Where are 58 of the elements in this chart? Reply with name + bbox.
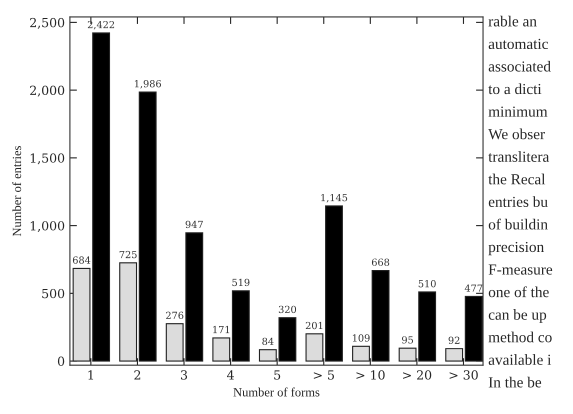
text: entries bu [488,196,548,207]
x-tick-label: 3 [180,370,188,380]
data-label: 2,422 [88,20,114,30]
data-label: 109 [352,334,370,342]
text: precision [488,242,544,256]
x-tick-label: 5 [274,370,280,380]
text: translitera [488,151,550,162]
y-tick-label: 1,500 [30,153,64,164]
data-label: 92 [448,336,460,344]
data-label: 201 [306,322,322,330]
data-label: 171 [213,326,230,334]
text: automatic [488,38,548,50]
x-tick-label: > 10 [356,370,385,380]
text: available i [488,354,552,365]
y-tick-label: 0 [58,356,64,366]
data-label: 477 [464,284,482,292]
bar [232,290,250,362]
text: one of the [488,286,549,298]
bar [464,296,483,362]
y-tick-label: 2,000 [30,86,64,97]
text: can be up [488,309,546,323]
data-label: 84 [262,338,274,346]
data-label: 276 [166,312,184,320]
text: to a dicti [488,83,542,94]
x-axis-title: Number of forms [233,388,320,396]
data-label: 320 [278,306,296,314]
x-tick-label: > 30 [450,370,478,380]
text: We obser [488,128,545,140]
text: rable an [488,16,537,26]
x-tick-label: 4 [227,370,234,380]
text: of buildin [488,218,548,230]
text: In the be [488,376,542,388]
text: the Recal [488,174,546,184]
x-tick-label: > 5 [314,370,334,380]
x-tick-label: > 20 [403,370,432,380]
y-axis-title: Number of entries [12,146,22,236]
bar [166,323,184,362]
y-tick-label: 2,500 [30,18,64,29]
data-label: 510 [418,280,436,288]
x-tick-label: 1 [88,370,94,380]
data-label: 947 [186,220,203,228]
y-tick-label: 500 [42,288,64,298]
text: F-measure [488,264,552,275]
text: minimum [488,106,548,117]
y-tick-label: 1,000 [30,221,64,232]
data-label: 725 [120,250,137,258]
data-label: 684 [72,256,90,264]
bar [185,232,204,362]
text: method co [488,332,552,342]
bar [212,337,230,362]
data-label: 519 [232,278,250,286]
bar [445,348,464,362]
data-label: 1,145 [321,194,348,202]
x-tick-label: 2 [134,370,140,380]
data-label: 95 [402,336,414,344]
text: associated [488,60,551,72]
data-label: 668 [372,258,390,266]
data-label: 1,986 [134,80,161,89]
